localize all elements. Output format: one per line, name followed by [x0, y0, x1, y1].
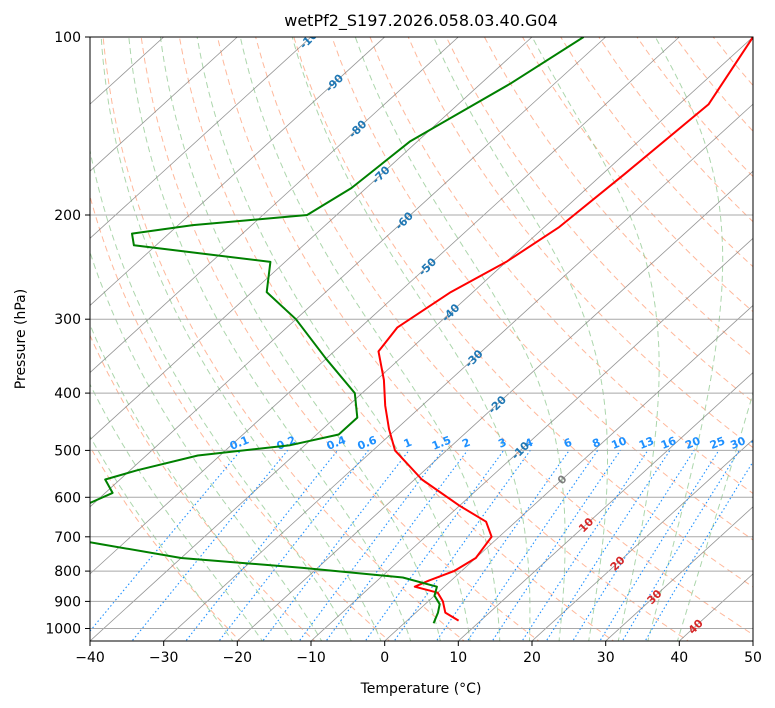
- background-lines: [90, 37, 753, 641]
- dry-adiabat: [331, 37, 753, 541]
- plot-frame: [89, 36, 754, 642]
- dry-adiabat: [369, 37, 753, 495]
- mixing-ratio-label: 30: [728, 434, 747, 452]
- mixing-ratio-label: 3: [496, 436, 508, 451]
- mixing-ratio-line: [521, 450, 649, 641]
- x-tick-label: −20: [223, 650, 253, 666]
- temperature-line: [377, 37, 753, 622]
- isotherm: [90, 37, 533, 441]
- dewpoint-line: [90, 37, 585, 624]
- isotherm: [90, 37, 459, 374]
- y-tick-label: 200: [54, 208, 81, 224]
- x-tick-label: −30: [149, 650, 179, 666]
- isotherm: [90, 37, 680, 575]
- mixing-ratio-label: 1: [402, 436, 414, 451]
- mixing-ratio-label: 2: [460, 436, 472, 451]
- mixing-ratio-label: 25: [708, 434, 727, 452]
- mixing-ratio-line: [491, 450, 621, 641]
- x-tick-label: −40: [75, 650, 105, 666]
- x-tick-label: 10: [449, 650, 467, 666]
- data-series: [90, 37, 753, 624]
- moist-adiabat: [90, 250, 323, 641]
- y-tick-label: 800: [54, 564, 81, 580]
- isotherm: [384, 304, 753, 641]
- mixing-ratio-line: [325, 450, 468, 641]
- y-tick-label: 400: [54, 386, 81, 402]
- y-tick-label: 900: [54, 594, 81, 610]
- mixing-ratio-line: [393, 450, 531, 641]
- mixing-ratio-label: 36: [749, 434, 768, 452]
- y-tick-label: 1000: [45, 622, 81, 638]
- y-tick-label: 500: [54, 443, 81, 459]
- x-tick-label: 40: [670, 650, 688, 666]
- x-tick-label: 20: [523, 650, 541, 666]
- mixing-ratio-line: [435, 450, 570, 641]
- x-axis-label: Temperature (°C): [360, 681, 482, 697]
- y-tick-label: 300: [54, 312, 81, 328]
- mixing-ratio-line: [185, 450, 339, 641]
- isotherm: [90, 37, 753, 641]
- dry-adiabat: [90, 445, 241, 641]
- mixing-ratio-line: [545, 450, 671, 641]
- x-tick-label: 30: [597, 650, 615, 666]
- x-tick-label: −10: [296, 650, 326, 666]
- mixing-ratio-label: 10: [610, 434, 629, 452]
- mixing-ratio-line: [466, 450, 599, 641]
- mixing-ratio-label: 8: [590, 436, 602, 451]
- isotherm: [531, 439, 753, 641]
- isotherm: [90, 37, 606, 508]
- y-tick-label: 100: [54, 30, 81, 46]
- mixing-ratio-label: 13: [637, 434, 656, 452]
- mixing-ratio-line: [131, 450, 289, 641]
- isotherm: [90, 37, 312, 239]
- isotherm: [310, 237, 753, 641]
- y-tick-label: 700: [54, 530, 81, 546]
- mixing-ratio-line: [599, 450, 720, 641]
- dry-adiabat: [255, 37, 753, 636]
- axis-ticks: −40 −30 −20 −10 0 10 20 30 40 50 100 200 300 400 500 60…: [45, 30, 762, 666]
- y-tick-label: 600: [54, 490, 81, 506]
- isotherm: [90, 37, 238, 172]
- chart-title: wetPf2_S197.2026.058.03.40.G04: [284, 11, 558, 31]
- mixing-ratio-line: [572, 450, 695, 641]
- dry-adiabat: [293, 37, 753, 588]
- mixing-ratio-line: [218, 450, 369, 641]
- isotherm: [163, 103, 753, 641]
- dry-adiabat: [140, 37, 540, 641]
- x-tick-label: 0: [380, 650, 389, 666]
- mixing-ratio-line: [364, 450, 505, 641]
- isotherm: [237, 170, 753, 641]
- isotherm: [90, 37, 385, 307]
- isotherm: [458, 371, 753, 641]
- moist-adiabat: [90, 147, 352, 641]
- isotherm: [605, 506, 753, 641]
- mixing-ratio-label: 16: [659, 434, 678, 452]
- y-axis-label: Pressure (hPa): [13, 289, 29, 389]
- x-tick-label: 50: [744, 650, 762, 666]
- mixing-ratio-label: 20: [683, 434, 702, 452]
- moist-adiabat: [100, 37, 382, 641]
- mixing-ratio-line: [298, 450, 444, 641]
